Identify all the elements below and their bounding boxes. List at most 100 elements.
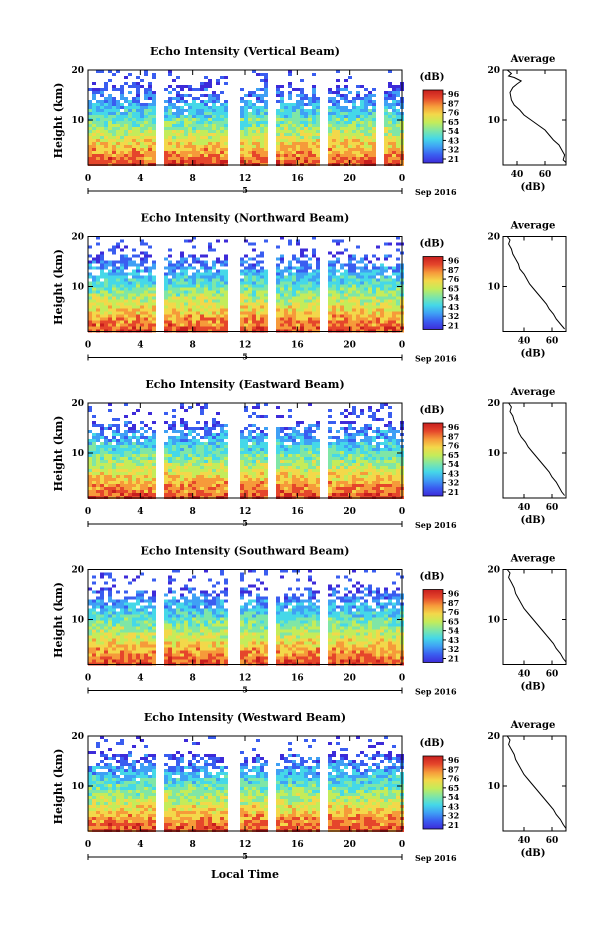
heatmap-cell bbox=[212, 160, 216, 163]
heatmap-cell bbox=[96, 284, 100, 288]
heatmap-cell bbox=[308, 463, 312, 466]
heatmap-cell bbox=[200, 490, 204, 493]
heatmap-cell bbox=[116, 296, 120, 300]
colorbar-tick-label: 43 bbox=[448, 135, 460, 145]
heatmap-cell bbox=[112, 302, 116, 306]
heatmap-cell bbox=[252, 296, 256, 300]
heatmap-cell bbox=[292, 106, 296, 109]
heatmap-cell bbox=[108, 157, 112, 160]
heatmap-cell bbox=[244, 469, 248, 472]
heatmap-cell bbox=[164, 314, 168, 318]
heatmap-cell bbox=[216, 451, 220, 454]
heatmap-cell bbox=[248, 257, 252, 261]
heatmap-cell bbox=[276, 139, 280, 142]
heatmap-cell bbox=[328, 260, 332, 264]
heatmap-cell bbox=[204, 296, 208, 300]
heatmap-cell bbox=[180, 451, 184, 454]
heatmap-cell bbox=[332, 142, 336, 145]
heatmap-cell bbox=[364, 424, 368, 427]
heatmap-cell bbox=[208, 248, 212, 252]
heatmap-cell bbox=[240, 487, 244, 490]
heatmap-cell bbox=[224, 257, 228, 261]
heatmap-cell bbox=[172, 290, 176, 294]
heatmap-cell bbox=[116, 424, 120, 427]
heatmap-cell bbox=[192, 290, 196, 294]
heatmap-cell bbox=[148, 91, 152, 94]
heatmap-cell bbox=[240, 299, 244, 303]
heatmap-cell bbox=[352, 484, 356, 487]
heatmap-cell bbox=[336, 127, 340, 130]
heatmap-cell bbox=[172, 472, 176, 475]
heatmap-cell bbox=[104, 302, 108, 306]
heatmap-cell bbox=[288, 445, 292, 448]
heatmap-cell bbox=[176, 263, 180, 267]
heatmap-cell bbox=[296, 160, 300, 163]
heatmap-cell bbox=[312, 278, 316, 282]
heatmap-cell bbox=[312, 451, 316, 454]
heatmap-cell bbox=[216, 314, 220, 318]
heatmap-cell bbox=[308, 424, 312, 427]
heatmap-cell bbox=[256, 472, 260, 475]
heatmap-cell bbox=[312, 133, 316, 136]
heatmap-cell bbox=[204, 260, 208, 264]
heatmap-cell bbox=[292, 427, 296, 430]
heatmap-cell bbox=[168, 260, 172, 264]
heatmap-cell bbox=[148, 469, 152, 472]
heatmap-cell bbox=[280, 118, 284, 121]
heatmap-cell bbox=[328, 139, 332, 142]
heatmap-cell bbox=[308, 109, 312, 112]
heatmap-cell bbox=[248, 121, 252, 124]
heatmap-cell bbox=[104, 160, 108, 163]
heatmap-cell bbox=[280, 260, 284, 264]
heatmap-cell bbox=[264, 79, 268, 82]
heatmap-cell bbox=[148, 296, 152, 300]
heatmap-cell bbox=[204, 323, 208, 327]
heatmap-cell bbox=[148, 490, 152, 493]
heatmap-cell bbox=[248, 326, 252, 330]
heatmap-cell bbox=[376, 320, 380, 324]
heatmap-cell bbox=[204, 430, 208, 433]
heatmap-cell bbox=[352, 100, 356, 103]
heatmap-cell bbox=[164, 133, 168, 136]
heatmap-cell bbox=[380, 281, 384, 285]
heatmap-cell bbox=[260, 323, 264, 327]
heatmap-cell bbox=[168, 127, 172, 130]
heatmap-cell bbox=[356, 302, 360, 306]
heatmap-cell bbox=[392, 100, 396, 103]
heatmap-cell bbox=[304, 469, 308, 472]
heatmap-cell bbox=[144, 242, 148, 246]
heatmap-cell bbox=[168, 254, 172, 258]
heatmap-cell bbox=[128, 445, 132, 448]
heatmap-cell bbox=[128, 454, 132, 457]
y-tick-label: 20 bbox=[71, 66, 84, 76]
heatmap-cell bbox=[276, 94, 280, 97]
heatmap-cell bbox=[132, 472, 136, 475]
heatmap-cell bbox=[248, 460, 252, 463]
heatmap-cell bbox=[164, 472, 168, 475]
heatmap-cell bbox=[352, 278, 356, 282]
heatmap-cell bbox=[284, 311, 288, 315]
heatmap-cell bbox=[152, 311, 156, 315]
average-y-tick-label: 20 bbox=[487, 66, 500, 76]
heatmap-cell bbox=[296, 478, 300, 481]
heatmap-cell bbox=[96, 305, 100, 309]
heatmap-cell bbox=[328, 469, 332, 472]
heatmap-cell bbox=[184, 290, 188, 294]
heatmap-cell bbox=[88, 148, 92, 151]
heatmap-cell bbox=[100, 326, 104, 330]
heatmap-cell bbox=[96, 478, 100, 481]
heatmap-cell bbox=[264, 481, 268, 484]
heatmap-cell bbox=[304, 445, 308, 448]
heatmap-cell bbox=[212, 260, 216, 264]
heatmap-cell bbox=[348, 427, 352, 430]
heatmap-cell bbox=[344, 296, 348, 300]
heatmap-cell bbox=[224, 481, 228, 484]
heatmap-cell bbox=[92, 88, 96, 91]
heatmap-cell bbox=[264, 290, 268, 294]
heatmap-cell bbox=[396, 157, 400, 160]
heatmap-cell bbox=[340, 299, 344, 303]
heatmap-cell bbox=[328, 472, 332, 475]
heatmap-cell bbox=[216, 481, 220, 484]
heatmap-cell bbox=[176, 281, 180, 285]
heatmap-cell bbox=[216, 239, 220, 243]
